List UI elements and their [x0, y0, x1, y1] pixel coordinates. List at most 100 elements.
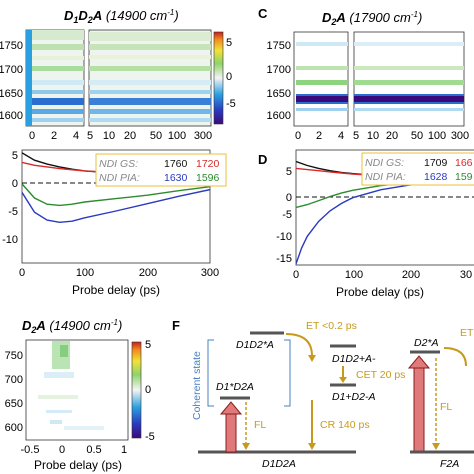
state-d1plus-d2a: D1+D2-A	[332, 391, 375, 403]
panel-e-y-ticks: 750 700 650 600	[5, 350, 23, 434]
tick-label: 1650	[267, 88, 291, 100]
tick-label: 5	[286, 166, 292, 178]
state-d1d2plus-a: D1D2+A-	[332, 353, 376, 365]
tick-label: 1600	[0, 110, 23, 122]
tick-label: -15	[276, 253, 292, 265]
state-ground: D1D2A	[262, 458, 296, 470]
legend-entry: 1630	[164, 172, 188, 184]
tick-label: 5	[145, 339, 151, 351]
panel-c-y-ticks: 1750 1700 1650 1600	[267, 40, 291, 122]
panel-b-xlabel: Probe delay (ps)	[72, 283, 160, 297]
et-arrow	[285, 333, 313, 357]
tick-label: 0	[29, 130, 35, 142]
tick-label: -5	[226, 98, 236, 110]
coherent-state-bracket: Coherent state	[191, 339, 291, 420]
excitation-arrow-right	[407, 355, 431, 453]
tick-label: 1750	[267, 40, 291, 52]
tick-label: 200	[402, 269, 420, 281]
panel-d-x-ticks: 0 100 200 30	[293, 269, 472, 281]
tick-label: 20	[124, 130, 136, 142]
tick-label: 300	[451, 130, 469, 142]
panel-f: F Coherent state D1*D2A D1D2*A D1D2+A- D…	[172, 318, 474, 470]
legend-entry: 1596	[196, 172, 220, 184]
tick-label: 0	[12, 178, 18, 190]
panel-c-title: D2A (17900 cm-1)	[322, 10, 422, 27]
panel-c-heatmap-early	[293, 31, 349, 127]
tick-label: 30	[460, 269, 472, 281]
tick-label: -5	[282, 209, 292, 221]
tick-label: 0.5	[86, 444, 101, 456]
panel-c-letter: C	[258, 6, 268, 21]
tick-label: 50	[411, 130, 423, 142]
tick-label: 0	[286, 192, 292, 204]
tick-label: 700	[5, 374, 23, 386]
tick-label: 4	[338, 130, 344, 142]
tick-label: 2	[316, 130, 322, 142]
tick-label: 10	[103, 130, 115, 142]
tick-label: -5	[145, 431, 155, 443]
tick-label: 200	[139, 267, 157, 279]
legend-entry: 166	[455, 157, 473, 169]
tick-label: 1700	[0, 64, 23, 76]
panel-a: D1D2A (14900 cm-1)	[0, 8, 236, 142]
fl-label: FL	[254, 419, 266, 431]
tick-label: 5	[226, 37, 232, 49]
panel-a-x-ticks: 0 2 4 5 10 20 50 100 300	[29, 130, 212, 142]
cet-arrowhead	[339, 377, 347, 383]
coherent-state-label: Coherent state	[191, 351, 203, 420]
tick-label: 1700	[267, 64, 291, 76]
fl-label-right: FL	[440, 401, 452, 413]
panel-a-heatmap-early	[25, 29, 85, 127]
cr-arrowhead	[308, 443, 316, 450]
panel-e-xlabel: Probe delay (ps)	[34, 458, 122, 472]
tick-label: 100	[168, 130, 186, 142]
tick-label: 1	[121, 444, 127, 456]
tick-label: 100	[76, 267, 94, 279]
tick-label: 100	[428, 130, 446, 142]
et-arrow-right	[443, 347, 467, 367]
tick-label: 0	[19, 267, 25, 279]
legend-entry: 159	[455, 171, 473, 183]
panel-e: D2A (14900 cm-1) 750 700 650 600 -0.5 0 …	[5, 318, 155, 472]
tick-label: 650	[5, 398, 23, 410]
tick-label: -5	[8, 206, 18, 218]
panel-e-x-ticks: -0.5 0 0.5 1	[21, 444, 128, 456]
state-f2a: F2A	[440, 458, 459, 470]
et-label: ET <0.2 ps	[306, 320, 357, 332]
tick-label: 300	[201, 267, 219, 279]
tick-label: 0	[226, 71, 232, 83]
tick-label: 1750	[0, 40, 23, 52]
state-d2star-a: D2*A	[414, 337, 439, 349]
tick-label: 5	[353, 130, 359, 142]
tick-label: 300	[194, 130, 212, 142]
tick-label: 1650	[0, 88, 23, 100]
panel-b: 5 0 -5 -10 0 100 200 300 Probe delay (ps…	[2, 149, 227, 297]
et-arrowhead	[308, 355, 316, 362]
panel-a-colorbar: 5 0 -5	[213, 31, 236, 125]
tick-label: 5	[12, 150, 18, 162]
panel-b-legend: NDI GS: 1760 1720 NDI PIA: 1630 1596	[95, 153, 227, 187]
panel-b-axes	[21, 149, 211, 264]
panel-e-title: D2A (14900 cm-1)	[22, 318, 122, 335]
panel-e-colorbar: 5 0 -5	[131, 339, 155, 443]
tick-label: 100	[345, 269, 363, 281]
et-label-right: ET	[460, 327, 474, 339]
panel-a-y-ticks: 1750 1700 1650 1600	[0, 40, 23, 122]
cet-label: CET 20 ps	[356, 369, 405, 381]
panel-d: D 5 0 -5 -10 -15 0 100 200 30 Probe dela…	[258, 149, 474, 299]
panel-b-x-ticks: 0 100 200 300	[19, 267, 219, 279]
tick-label: 750	[5, 350, 23, 362]
tick-label: 5	[87, 130, 93, 142]
panel-c-heatmap-late	[353, 31, 465, 127]
tick-label: 0	[145, 384, 151, 396]
series-line-1596	[22, 183, 210, 207]
legend-entry: 1628	[424, 171, 448, 183]
tick-label: 50	[150, 130, 162, 142]
tick-label: 4	[73, 130, 79, 142]
tick-label: 20	[386, 130, 398, 142]
legend-label: NDI PIA:	[365, 171, 406, 183]
panel-d-legend: NDI GS: 1709 166 NDI PIA: 1628 159	[361, 152, 474, 186]
panel-f-letter: F	[172, 318, 180, 333]
panel-a-heatmap-late	[88, 29, 212, 127]
